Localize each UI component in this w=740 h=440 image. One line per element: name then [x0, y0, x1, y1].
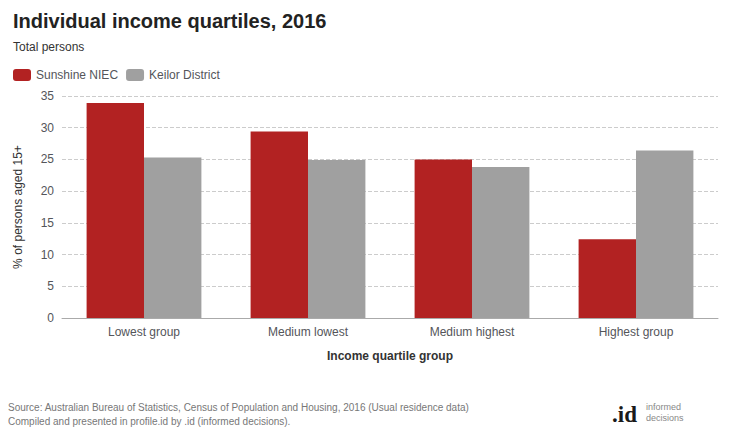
- svg-text:Individual income quartiles, 2: Individual income quartiles, 2016: [13, 10, 326, 32]
- svg-text:Source: Australian Bureau of S: Source: Australian Bureau of Statistics,…: [8, 402, 469, 413]
- svg-text:20: 20: [41, 184, 55, 198]
- svg-text:15: 15: [41, 216, 55, 230]
- svg-text:Income quartile group: Income quartile group: [327, 349, 453, 363]
- svg-text:Medium lowest: Medium lowest: [268, 325, 349, 339]
- svg-text:Sunshine NIEC: Sunshine NIEC: [36, 68, 118, 82]
- svg-text:35: 35: [41, 89, 55, 103]
- svg-text:5: 5: [47, 279, 54, 293]
- svg-text:.id: .id: [612, 402, 637, 427]
- svg-text:30: 30: [41, 121, 55, 135]
- svg-text:Compiled and presented in prof: Compiled and presented in profile.id by …: [8, 416, 290, 427]
- svg-text:% of persons aged 15+: % of persons aged 15+: [11, 145, 25, 269]
- svg-text:0: 0: [47, 311, 54, 325]
- svg-text:Total persons: Total persons: [13, 40, 84, 54]
- svg-text:10: 10: [41, 248, 55, 262]
- svg-text:Medium highest: Medium highest: [430, 325, 515, 339]
- svg-text:informed: informed: [646, 402, 681, 412]
- svg-text:Highest group: Highest group: [599, 325, 674, 339]
- svg-text:25: 25: [41, 152, 55, 166]
- svg-text:Lowest group: Lowest group: [108, 325, 180, 339]
- svg-text:Keilor District: Keilor District: [149, 68, 220, 82]
- svg-text:decisions: decisions: [646, 413, 684, 423]
